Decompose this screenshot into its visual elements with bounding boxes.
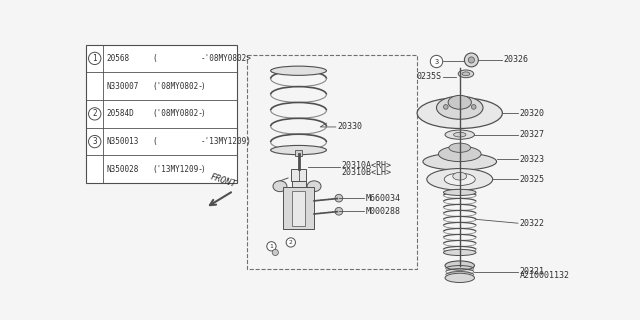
Circle shape [88,108,101,120]
Text: 20584D: 20584D [106,109,134,118]
Text: 20321: 20321 [520,267,545,276]
Circle shape [468,57,474,63]
Text: ('08MY0802-: ('08MY0802- [152,82,203,91]
Ellipse shape [452,172,467,180]
Text: 2: 2 [92,109,97,118]
Text: FRONT: FRONT [209,172,237,189]
Bar [291,169,307,181]
Text: ): ) [201,109,205,118]
Text: (: ( [152,54,157,63]
Bar [292,181,305,227]
Text: 20322: 20322 [520,219,545,228]
Circle shape [444,105,448,109]
Ellipse shape [307,181,321,192]
Ellipse shape [445,273,474,283]
Circle shape [335,194,343,202]
Text: 3: 3 [435,59,438,65]
Ellipse shape [454,132,466,137]
Ellipse shape [449,143,470,152]
Bar [296,150,301,156]
Ellipse shape [445,261,474,270]
Ellipse shape [438,146,481,162]
Text: 20310A<RH>: 20310A<RH> [341,161,391,170]
Circle shape [88,135,101,148]
Ellipse shape [273,181,287,192]
Circle shape [88,52,101,65]
Ellipse shape [444,173,476,186]
Ellipse shape [271,66,326,76]
Text: -'08MY0802>: -'08MY0802> [201,54,252,63]
Text: M660034: M660034 [366,194,401,203]
Ellipse shape [423,153,497,170]
Text: 1: 1 [269,244,273,249]
Text: 20326: 20326 [504,55,529,64]
Text: 20325: 20325 [520,175,545,184]
Text: 20320: 20320 [520,108,545,117]
Text: N350013: N350013 [106,137,139,146]
Circle shape [335,207,343,215]
Bar [86,44,237,183]
Text: 0235S: 0235S [417,72,442,81]
Circle shape [272,249,278,256]
Ellipse shape [462,72,470,76]
Text: (: ( [152,137,157,146]
Text: 20310B<LH>: 20310B<LH> [341,168,391,177]
Text: ): ) [201,82,205,91]
Text: A210001132: A210001132 [520,271,570,280]
Text: 3: 3 [92,137,97,146]
Bar [246,55,417,269]
Circle shape [267,242,276,251]
Ellipse shape [436,96,483,119]
Ellipse shape [444,249,476,256]
Text: 2: 2 [289,240,292,245]
Text: 20568: 20568 [106,54,129,63]
Text: 20327: 20327 [520,130,545,139]
Text: N350028: N350028 [106,165,139,174]
Circle shape [430,55,443,68]
Text: 20330: 20330 [337,123,362,132]
FancyArrowPatch shape [276,178,288,182]
Text: N330007: N330007 [106,82,139,91]
Circle shape [472,105,476,109]
Text: ): ) [201,165,205,174]
Bar [283,187,314,229]
Circle shape [286,238,296,247]
Text: -'13MY1209): -'13MY1209) [201,137,252,146]
Text: 20323: 20323 [520,155,545,164]
Ellipse shape [271,145,326,155]
Ellipse shape [427,169,493,190]
Text: M000288: M000288 [366,207,401,216]
Ellipse shape [445,130,474,139]
Text: ('08MY0802-: ('08MY0802- [152,109,203,118]
Ellipse shape [444,189,476,196]
Bar [292,191,305,226]
Ellipse shape [458,70,474,78]
Text: 1: 1 [92,54,97,63]
Ellipse shape [448,95,472,109]
Text: ('13MY1209-: ('13MY1209- [152,165,203,174]
Ellipse shape [417,98,502,129]
Circle shape [465,53,478,67]
